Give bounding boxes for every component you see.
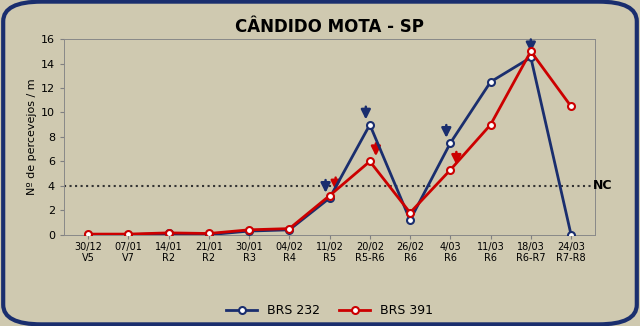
BRS 391 — [527, 50, 534, 53]
BRS 232 — [285, 228, 293, 232]
BRS 391 — [245, 228, 253, 232]
BRS 391 — [567, 104, 575, 108]
BRS 232 — [164, 231, 172, 235]
BRS 391 — [84, 232, 92, 236]
BRS 391 — [406, 211, 414, 215]
BRS 391 — [366, 159, 374, 163]
BRS 232 — [487, 80, 495, 84]
BRS 391 — [164, 231, 172, 235]
Line: BRS 391: BRS 391 — [84, 48, 575, 238]
Text: NC: NC — [593, 179, 612, 192]
Y-axis label: Nº de percevejos / m: Nº de percevejos / m — [27, 79, 36, 195]
BRS 391 — [125, 232, 132, 236]
Title: CÂNDIDO MOTA - SP: CÂNDIDO MOTA - SP — [235, 18, 424, 36]
BRS 391 — [487, 123, 495, 126]
BRS 232 — [245, 229, 253, 233]
BRS 391 — [205, 231, 212, 235]
BRS 232 — [205, 233, 212, 237]
BRS 391 — [447, 168, 454, 172]
Line: BRS 232: BRS 232 — [84, 54, 575, 238]
Legend: BRS 232, BRS 391: BRS 232, BRS 391 — [221, 299, 438, 322]
BRS 232 — [527, 55, 534, 59]
BRS 232 — [125, 233, 132, 237]
BRS 232 — [326, 196, 333, 200]
BRS 232 — [366, 123, 374, 126]
BRS 391 — [326, 194, 333, 198]
BRS 232 — [567, 233, 575, 237]
BRS 232 — [447, 141, 454, 145]
BRS 232 — [406, 218, 414, 222]
BRS 391 — [285, 227, 293, 230]
BRS 232 — [84, 233, 92, 237]
